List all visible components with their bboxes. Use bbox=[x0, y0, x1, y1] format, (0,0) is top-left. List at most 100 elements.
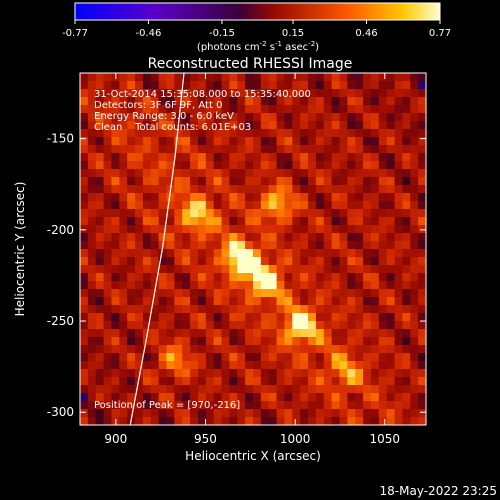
heatmap-cell bbox=[150, 89, 160, 98]
heatmap-cell bbox=[197, 393, 207, 402]
heatmap-cell bbox=[253, 105, 262, 114]
heatmap-cell bbox=[308, 217, 317, 226]
heatmap-cell bbox=[87, 177, 97, 186]
heatmap-cell bbox=[410, 353, 419, 362]
heatmap-cell bbox=[402, 97, 411, 106]
heatmap-cell bbox=[402, 409, 411, 418]
heatmap-cell bbox=[331, 369, 341, 378]
heatmap-cell bbox=[260, 121, 270, 130]
heatmap-cell bbox=[253, 169, 262, 178]
heatmap-cell bbox=[347, 73, 356, 82]
heatmap-cell bbox=[355, 105, 364, 114]
heatmap-cell bbox=[166, 337, 175, 346]
heatmap-cell bbox=[355, 129, 364, 138]
heatmap-cell bbox=[355, 361, 364, 370]
heatmap-cell bbox=[111, 329, 120, 338]
heatmap-cell bbox=[87, 105, 97, 114]
heatmap-cell bbox=[355, 337, 364, 346]
heatmap-cell bbox=[402, 297, 411, 306]
heatmap-cell bbox=[347, 153, 356, 162]
heatmap-cell bbox=[370, 289, 380, 298]
heatmap-cell bbox=[245, 121, 254, 130]
heatmap-cell bbox=[158, 249, 168, 258]
heatmap-cell bbox=[197, 417, 207, 425]
heatmap-cell bbox=[339, 73, 348, 82]
heatmap-cell bbox=[174, 321, 183, 330]
heatmap-cell bbox=[142, 353, 152, 362]
heatmap-cell bbox=[308, 209, 317, 218]
heatmap-cell bbox=[347, 249, 356, 258]
heatmap-cell bbox=[292, 145, 301, 154]
heatmap-cell bbox=[190, 145, 199, 154]
heatmap-cell bbox=[135, 121, 144, 130]
heatmap-cell bbox=[284, 105, 293, 114]
heatmap-cell bbox=[95, 337, 105, 346]
heatmap-cell bbox=[119, 329, 128, 338]
heatmap-cell bbox=[205, 161, 215, 170]
heatmap-cell bbox=[182, 289, 191, 298]
heatmap-cell bbox=[418, 329, 426, 338]
heatmap-cell bbox=[229, 393, 238, 402]
heatmap-cell bbox=[213, 273, 223, 282]
heatmap-cell bbox=[378, 361, 388, 370]
heatmap-cell bbox=[300, 305, 309, 314]
heatmap-cell bbox=[268, 121, 278, 130]
heatmap-cell bbox=[119, 369, 128, 378]
heatmap-cell bbox=[386, 129, 396, 138]
heatmap-cell bbox=[221, 329, 231, 338]
heatmap-cell bbox=[197, 409, 207, 418]
heatmap-cell bbox=[245, 321, 254, 330]
heatmap-cell bbox=[127, 129, 136, 138]
heatmap-cell bbox=[315, 73, 325, 82]
heatmap-cell bbox=[174, 297, 183, 306]
heatmap-cell bbox=[245, 377, 254, 386]
heatmap-cell bbox=[221, 265, 231, 274]
heatmap-cell bbox=[323, 273, 333, 282]
colorbar-tick-label: -0.15 bbox=[209, 28, 235, 39]
heatmap-cell bbox=[221, 417, 231, 425]
heatmap-cell bbox=[182, 89, 191, 98]
heatmap-cell bbox=[300, 193, 309, 202]
heatmap-cell bbox=[158, 289, 168, 298]
heatmap-cell bbox=[323, 409, 333, 418]
heatmap-cell bbox=[386, 217, 396, 226]
heatmap-cell bbox=[253, 377, 262, 386]
heatmap-cell bbox=[221, 129, 231, 138]
heatmap-cell bbox=[308, 113, 317, 122]
heatmap-cell bbox=[135, 305, 144, 314]
heatmap-cell bbox=[386, 321, 396, 330]
heatmap-cell bbox=[402, 257, 411, 266]
heatmap-cell bbox=[87, 193, 97, 202]
heatmap-cell bbox=[292, 377, 301, 386]
heatmap-cell bbox=[221, 401, 231, 410]
heatmap-cell bbox=[315, 225, 325, 234]
heatmap-cell bbox=[103, 241, 113, 250]
heatmap-cell bbox=[213, 329, 223, 338]
heatmap-cell bbox=[182, 113, 191, 122]
heatmap-cell bbox=[103, 369, 113, 378]
heatmap-cell bbox=[315, 401, 325, 410]
heatmap-cell bbox=[386, 409, 396, 418]
heatmap-cell bbox=[315, 265, 325, 274]
heatmap-cell bbox=[205, 225, 215, 234]
heatmap-cell bbox=[205, 305, 215, 314]
heatmap-cell bbox=[95, 313, 105, 322]
heatmap-cell bbox=[221, 305, 231, 314]
heatmap-cell bbox=[323, 353, 333, 362]
heatmap-cell bbox=[174, 265, 183, 274]
heatmap-cell bbox=[363, 193, 372, 202]
heatmap-cell bbox=[308, 201, 317, 210]
heatmap-cell bbox=[339, 401, 348, 410]
heatmap-cell bbox=[119, 105, 128, 114]
heatmap-cell bbox=[292, 273, 301, 282]
heatmap-cell bbox=[95, 241, 105, 250]
heatmap-cell bbox=[378, 233, 388, 242]
heatmap-cell bbox=[119, 361, 128, 370]
heatmap-cell bbox=[213, 233, 223, 242]
heatmap-cell bbox=[135, 89, 144, 98]
heatmap-cell bbox=[268, 393, 278, 402]
heatmap-cell bbox=[276, 273, 286, 282]
heatmap-cell bbox=[142, 297, 152, 306]
heatmap-cell bbox=[308, 289, 317, 298]
heatmap-cell bbox=[213, 249, 223, 258]
